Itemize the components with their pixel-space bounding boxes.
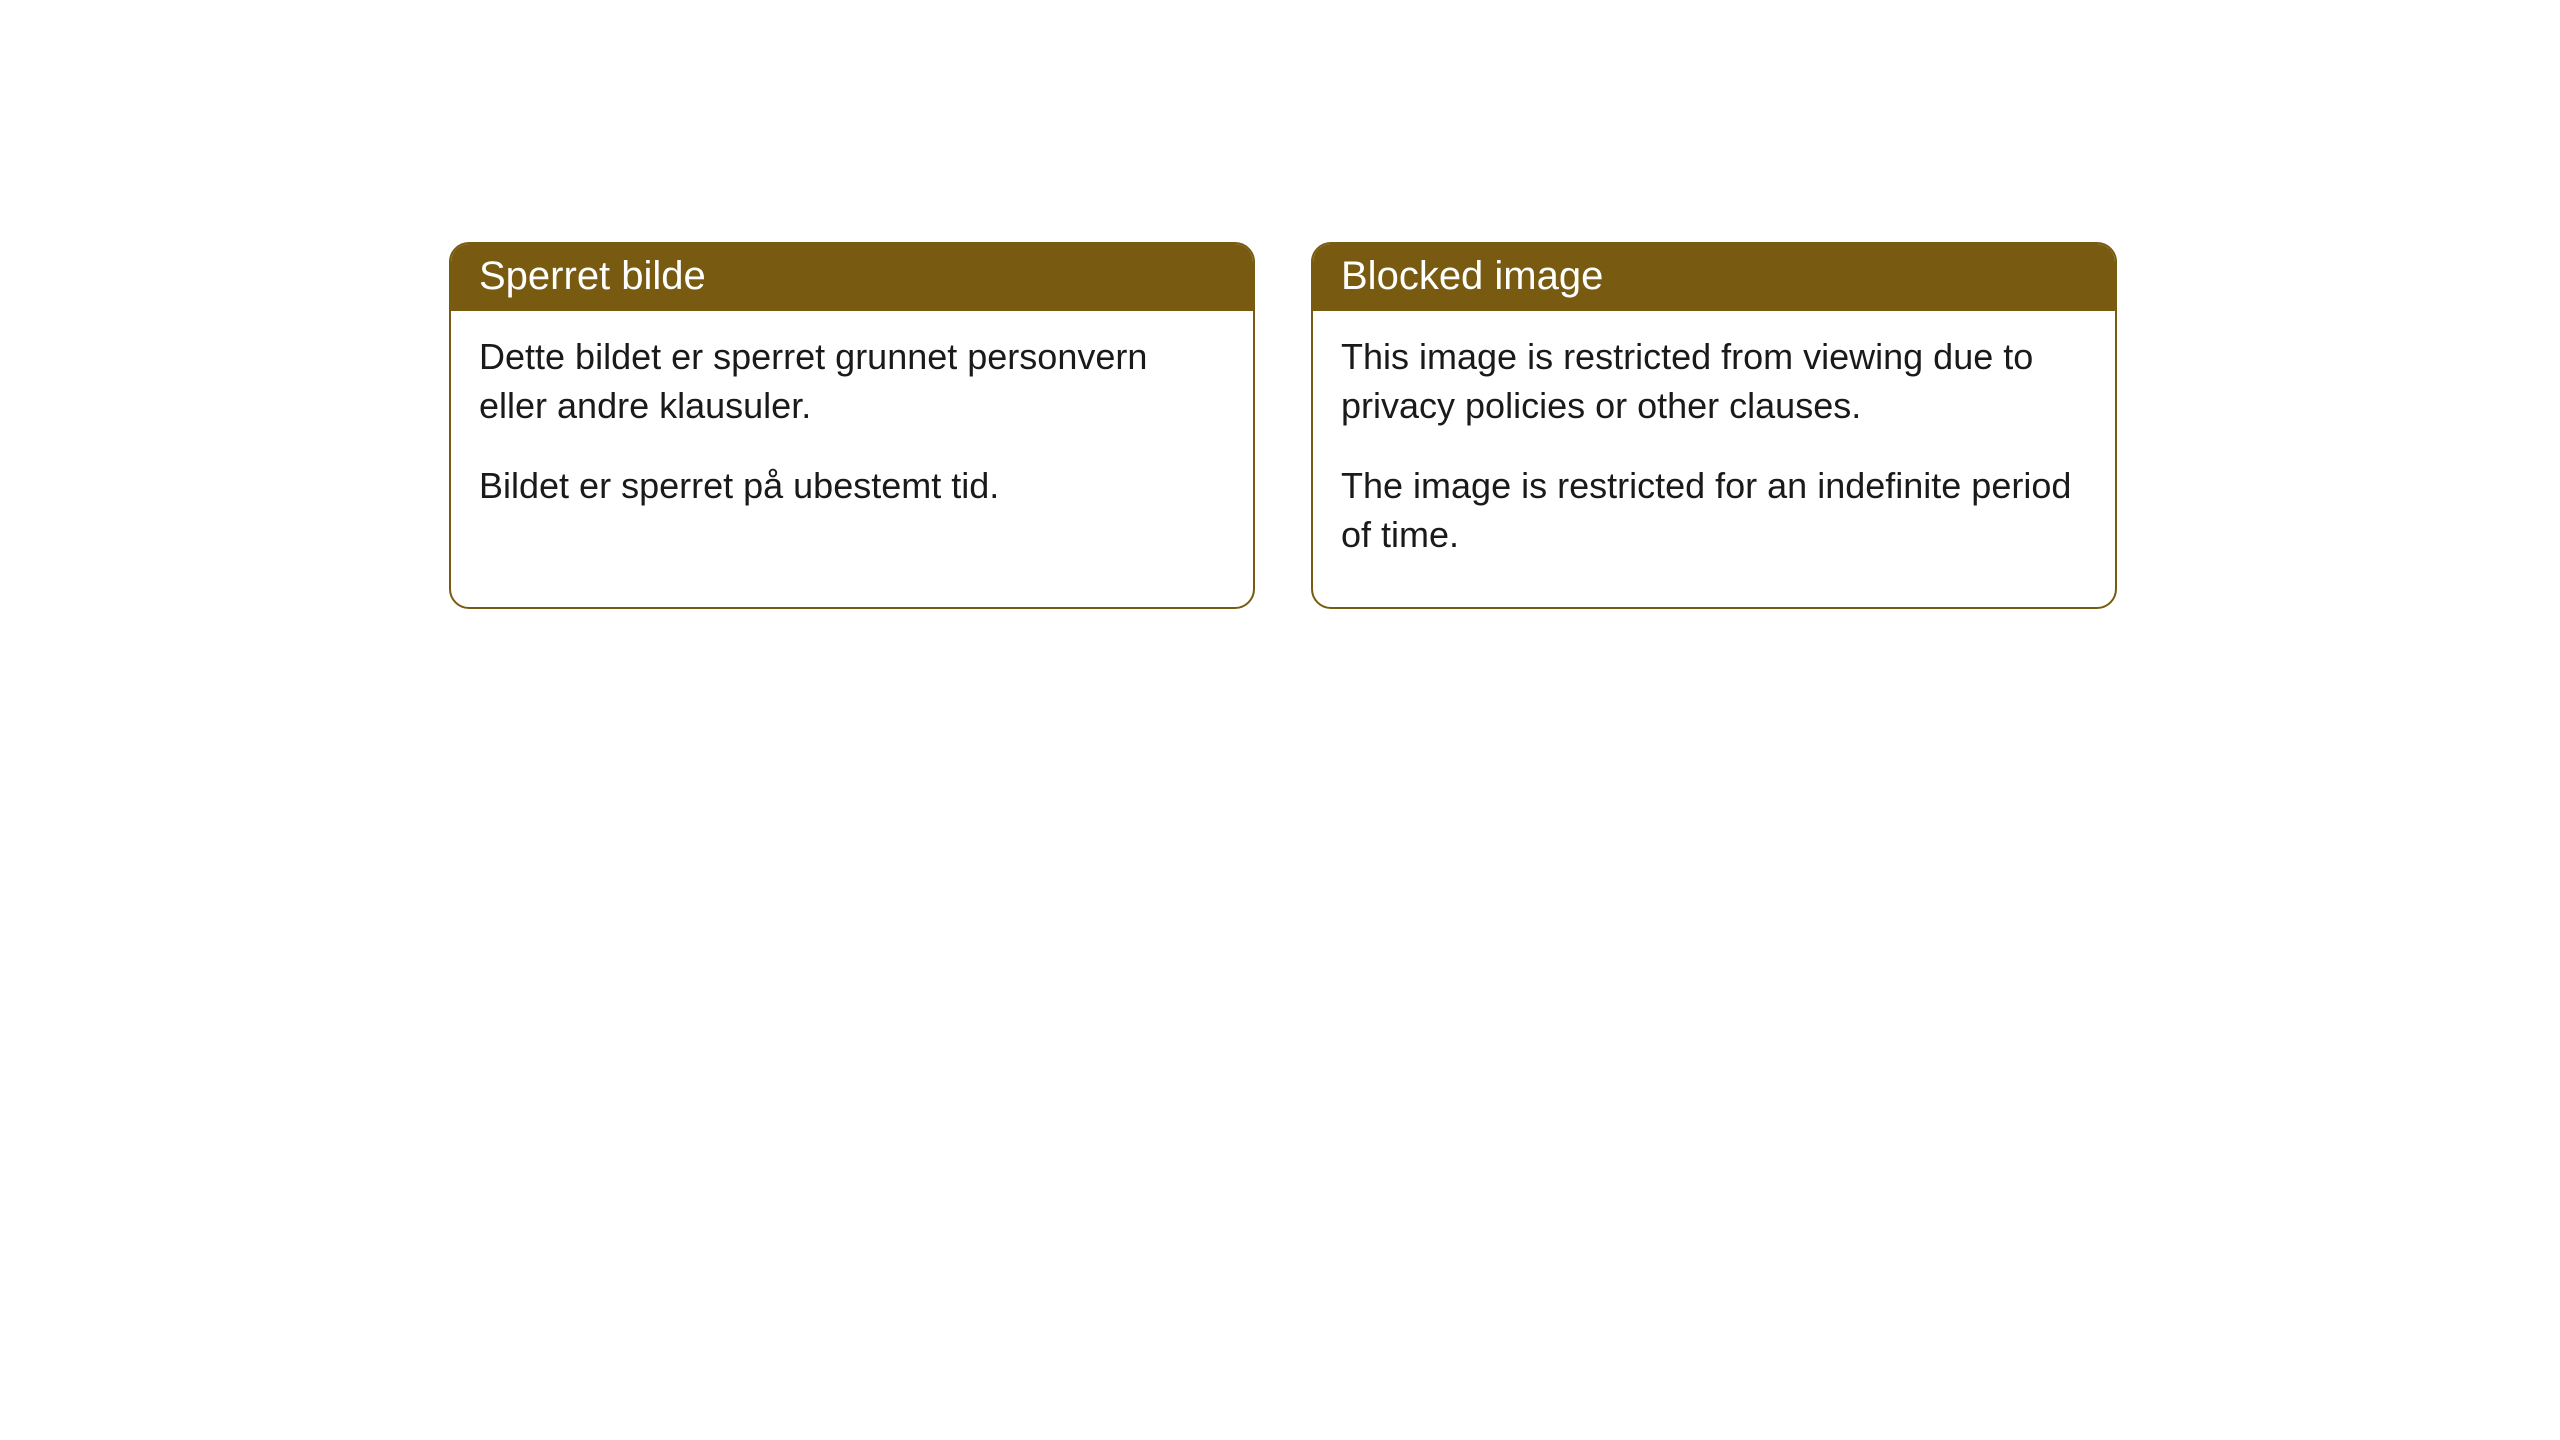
card-body-english: This image is restricted from viewing du… [1313,311,2115,607]
card-body-norwegian: Dette bildet er sperret grunnet personve… [451,311,1253,559]
cards-container: Sperret bilde Dette bildet er sperret gr… [0,0,2560,609]
card-norwegian: Sperret bilde Dette bildet er sperret gr… [449,242,1255,609]
card-header-norwegian: Sperret bilde [451,244,1253,311]
card-text-norwegian-2: Bildet er sperret på ubestemt tid. [479,462,1225,511]
card-header-english: Blocked image [1313,244,2115,311]
card-text-norwegian-1: Dette bildet er sperret grunnet personve… [479,333,1225,430]
card-text-english-2: The image is restricted for an indefinit… [1341,462,2087,559]
card-text-english-1: This image is restricted from viewing du… [1341,333,2087,430]
card-english: Blocked image This image is restricted f… [1311,242,2117,609]
